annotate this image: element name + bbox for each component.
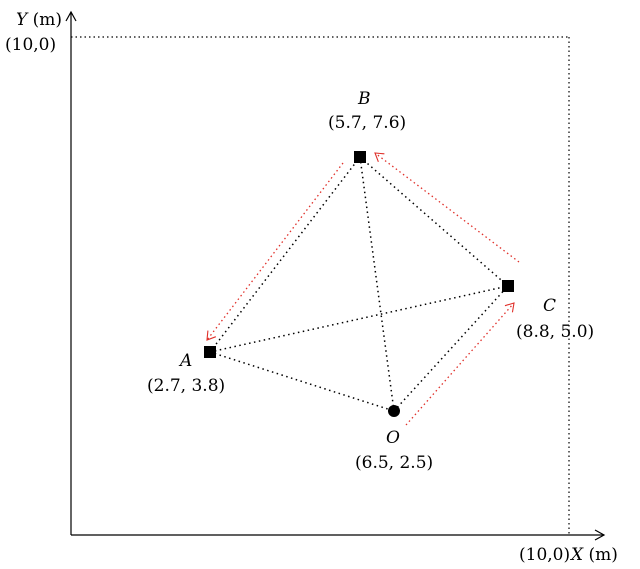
x-axis-unit: (m) [583,545,618,565]
link-a-o [209,351,395,412]
node-c [502,280,514,292]
x-axis-var: X [569,545,584,565]
axes [65,10,606,541]
link-o-c [393,285,509,412]
label-a-coords: (2.7, 3.8) [147,376,225,396]
y-axis-var: Y [16,10,29,30]
right-corner-label: (10,0) [519,545,570,565]
path-o-to-c [405,302,515,426]
link-a-c [209,285,509,353]
label-c-coords: (8.8, 5.0) [516,322,594,342]
link-b-o [359,156,395,412]
label-o-coords: (6.5, 2.5) [355,453,433,473]
y-axis-label: Y (m) [16,10,62,30]
room-boundary [71,36,570,535]
links [209,156,509,412]
path-c-to-b [374,152,520,263]
x-axis-label: X (m) [569,545,618,565]
label-a-name: A [178,351,192,371]
label-o-name: O [386,428,400,448]
label-c-name: C [543,296,556,316]
link-b-c [359,156,509,287]
link-a-b [209,156,361,353]
label-b-name: B [357,89,371,109]
top-corner-label: (10,0) [5,35,56,55]
travel-path [206,152,520,426]
path-b-to-a [206,162,344,341]
node-o [388,405,400,417]
node-b [354,151,366,163]
label-b-coords: (5.7, 7.6) [328,113,406,133]
y-axis-unit: (m) [27,10,62,30]
node-a [204,346,216,358]
